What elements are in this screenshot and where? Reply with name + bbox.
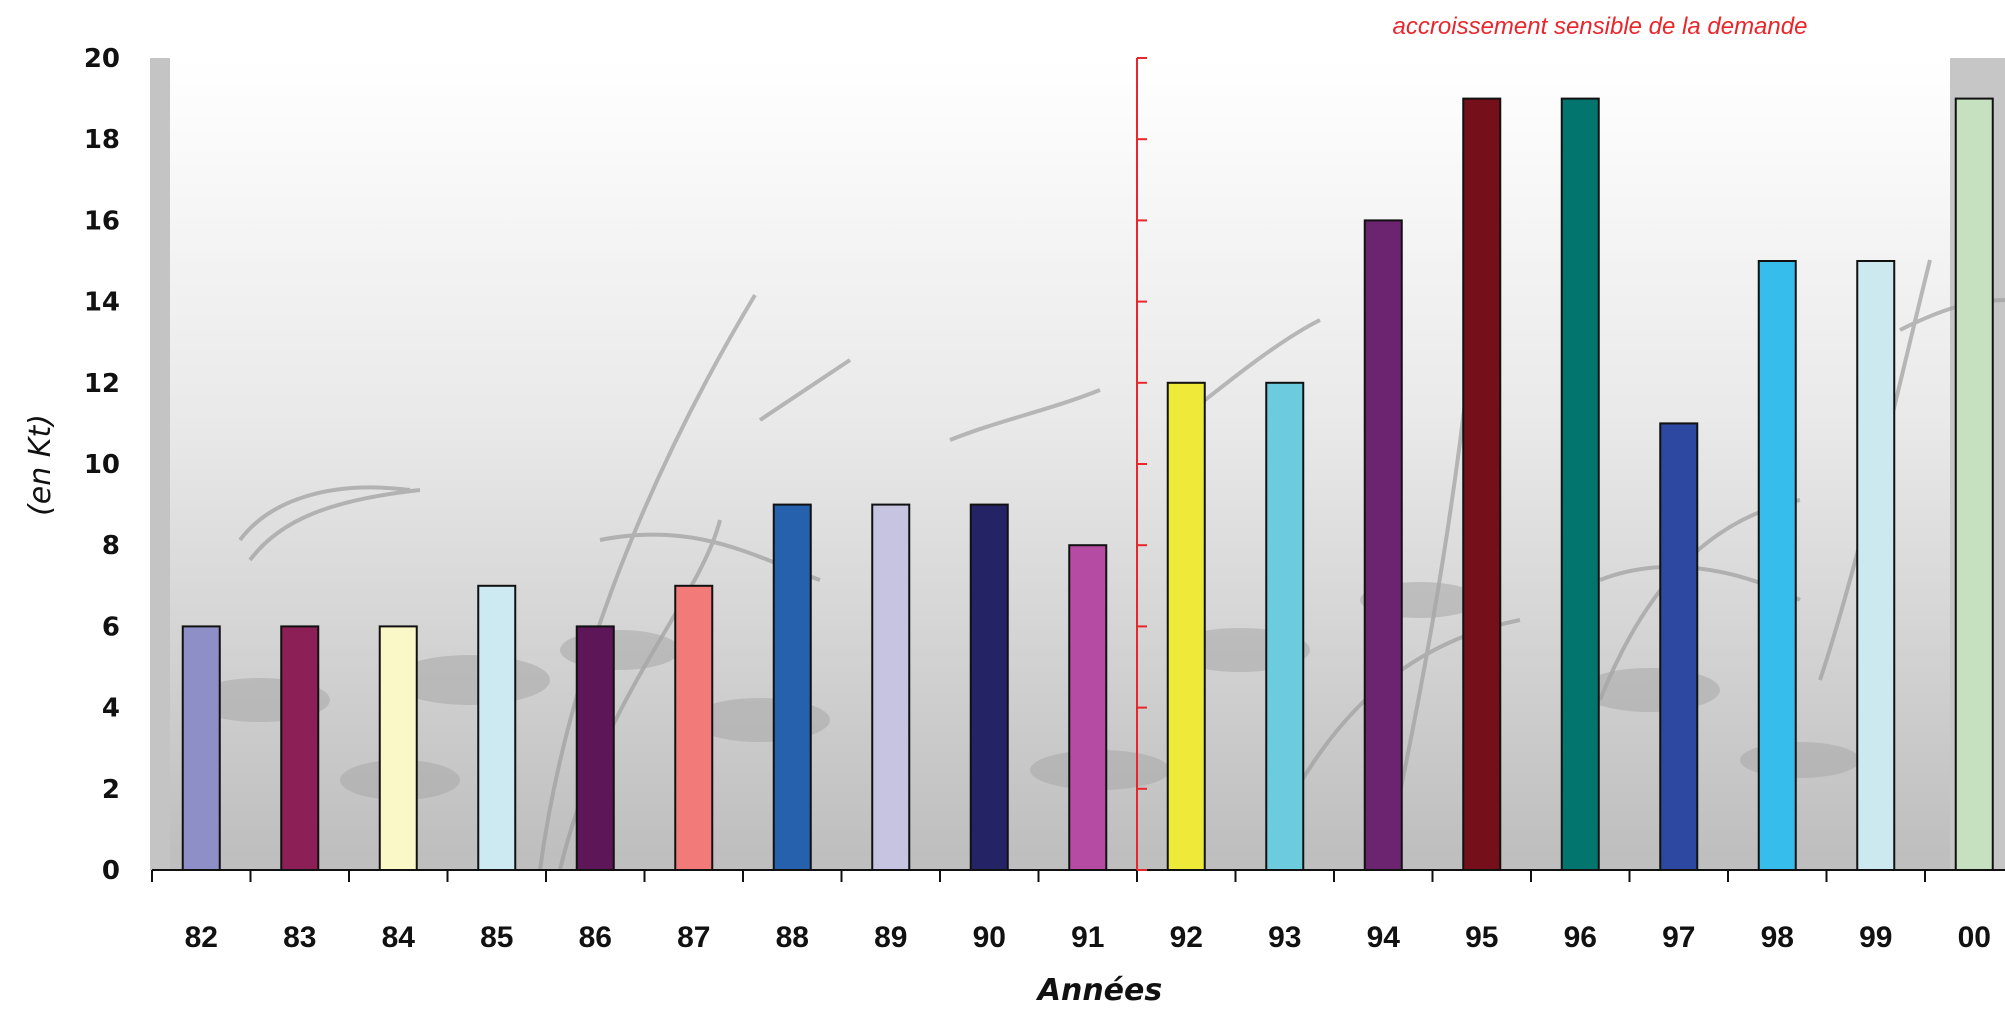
bars (181, 97, 1994, 872)
x-tick-label: 00 (1958, 921, 1991, 954)
y-tick-label: 18 (84, 125, 120, 155)
x-tick-label: 86 (579, 921, 612, 954)
bar-95 (1462, 97, 1502, 872)
y-tick-label: 16 (84, 206, 120, 236)
x-tick-label: 88 (776, 921, 809, 954)
bar-92 (1166, 381, 1206, 871)
y-tick-label: 14 (84, 288, 120, 318)
x-tick-label: 85 (480, 921, 513, 954)
x-tick-label: 90 (973, 921, 1006, 954)
bar-87 (674, 584, 714, 871)
y-tick-label: 10 (84, 450, 120, 480)
bar-85 (477, 584, 517, 871)
x-tick-label: 92 (1170, 921, 1203, 954)
y-tick-label: 8 (102, 531, 120, 561)
x-axis: 82 83 84 85 86 87 88 89 90 91 92 93 94 95 96 97 98 99 00 (151, 869, 2005, 954)
y-tick-label: 6 (102, 612, 120, 642)
bar-97 (1659, 422, 1699, 871)
bar-82 (181, 625, 221, 872)
bar-83 (280, 625, 320, 872)
bar-90 (969, 503, 1009, 871)
x-tick-label: 96 (1564, 921, 1597, 954)
bar-99 (1856, 260, 1896, 871)
y-tick-label: 0 (102, 856, 120, 886)
bar-89 (871, 503, 911, 871)
bar-84 (378, 625, 418, 872)
y-tick-label: 4 (102, 694, 120, 724)
x-tick-label: 99 (1859, 921, 1892, 954)
bar-00 (1954, 97, 1994, 872)
x-tick-label: 98 (1761, 921, 1794, 954)
x-tick-label: 95 (1465, 921, 1498, 954)
bar-88 (772, 503, 812, 871)
demand-divider (1136, 57, 1147, 871)
y-tick-label: 2 (102, 775, 120, 805)
bar-86 (575, 625, 615, 872)
x-tick-label: 94 (1367, 921, 1401, 954)
x-axis-label: Années (1036, 973, 1162, 1008)
x-tick-label: 84 (382, 921, 416, 954)
x-tick-label: 93 (1268, 921, 1301, 954)
x-tick-label: 83 (283, 921, 316, 954)
x-tick-label: 97 (1662, 921, 1695, 954)
x-tick-label: 89 (874, 921, 907, 954)
bar-93 (1265, 381, 1305, 871)
x-tick-label: 82 (185, 921, 218, 954)
y-axis-label: (en Kt) (23, 414, 58, 516)
bar-98 (1757, 260, 1797, 871)
y-tick-label: 20 (84, 44, 120, 74)
bar-91 (1068, 544, 1108, 871)
annotation-text: accroissement sensible de la demande (1393, 13, 1808, 40)
bar-96 (1560, 97, 1600, 872)
y-axis: 0 2 4 6 8 10 12 14 16 18 20 (84, 44, 120, 886)
x-tick-label: 91 (1071, 921, 1104, 954)
bar-94 (1363, 219, 1403, 871)
x-tick-label: 87 (677, 921, 710, 954)
y-tick-label: 12 (84, 369, 120, 399)
